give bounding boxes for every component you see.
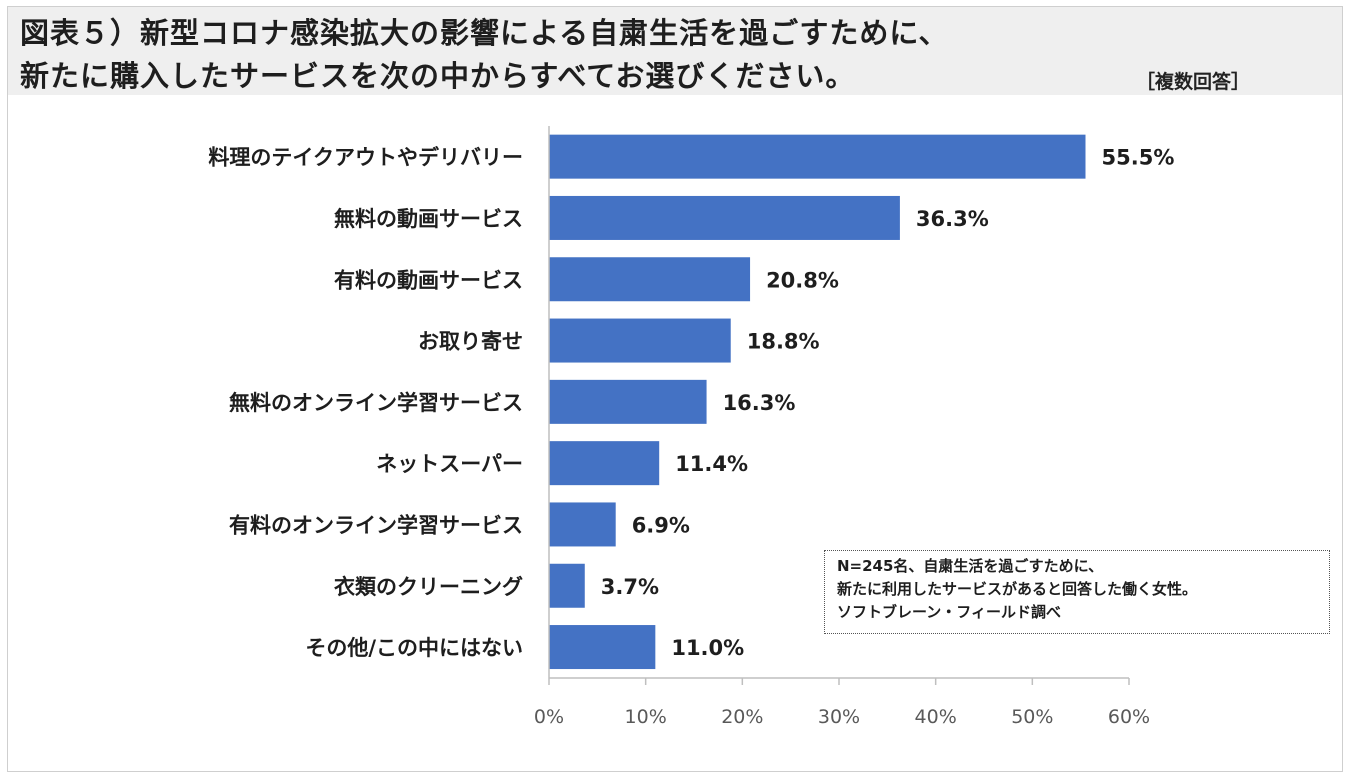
bar bbox=[549, 257, 751, 302]
x-tick-label: 40% bbox=[915, 706, 957, 728]
category-label: ネットスーパー bbox=[376, 452, 523, 476]
chart-title-line-2: 新たに購入したサービスを次の中からすべてお選びください。 bbox=[20, 59, 856, 93]
value-label: 6.9% bbox=[632, 513, 690, 537]
answer-type-label: ［複数回答］ bbox=[1136, 71, 1251, 93]
category-label: 衣類のクリーニング bbox=[334, 575, 523, 599]
note-line-1: N=245名、自粛生活を過ごすために、 bbox=[837, 557, 1104, 575]
category-label: 無料のオンライン学習サービス bbox=[229, 391, 523, 415]
note-line-3: ソフトブレーン・フィールド調べ bbox=[837, 603, 1061, 621]
value-label: 20.8% bbox=[766, 268, 839, 292]
value-label: 11.4% bbox=[675, 452, 748, 476]
bar bbox=[549, 195, 900, 240]
bar bbox=[549, 379, 707, 424]
x-tick-label: 60% bbox=[1108, 706, 1150, 728]
value-label: 11.0% bbox=[671, 636, 744, 660]
bar bbox=[549, 625, 656, 670]
category-label: 料理のテイクアウトやデリバリー bbox=[208, 146, 523, 170]
value-label: 18.8% bbox=[747, 330, 820, 354]
note-line-2: 新たに利用したサービスがあると回答した働く女性。 bbox=[837, 580, 1198, 598]
chart-title-line-1: 図表５）新型コロナ感染拡大の影響による自粛生活を過ごすために、 bbox=[20, 16, 949, 50]
x-tick-label: 10% bbox=[625, 706, 667, 728]
bar bbox=[549, 134, 1086, 179]
category-label: その他/この中にはない bbox=[305, 636, 523, 660]
value-label: 3.7% bbox=[601, 575, 659, 599]
bar bbox=[549, 318, 731, 363]
value-label: 16.3% bbox=[723, 391, 796, 415]
bar bbox=[549, 441, 660, 486]
value-label: 36.3% bbox=[916, 207, 989, 231]
survey-note: N=245名、自粛生活を過ごすために、 新たに利用したサービスがあると回答した働… bbox=[824, 550, 1330, 634]
value-label: 55.5% bbox=[1102, 146, 1175, 170]
x-tick-label: 0% bbox=[534, 706, 564, 728]
x-tick-label: 20% bbox=[721, 706, 763, 728]
x-tick-label: 50% bbox=[1011, 706, 1053, 728]
bar bbox=[549, 563, 585, 608]
category-label: 有料のオンライン学習サービス bbox=[229, 513, 523, 537]
category-label: 無料の動画サービス bbox=[334, 207, 523, 231]
title-banner: 図表５）新型コロナ感染拡大の影響による自粛生活を過ごすために、 新たに購入したサ… bbox=[8, 7, 1342, 95]
x-tick-label: 30% bbox=[818, 706, 860, 728]
category-label: 有料の動画サービス bbox=[334, 268, 523, 292]
bar bbox=[549, 502, 616, 547]
category-label: お取り寄せ bbox=[418, 330, 523, 354]
